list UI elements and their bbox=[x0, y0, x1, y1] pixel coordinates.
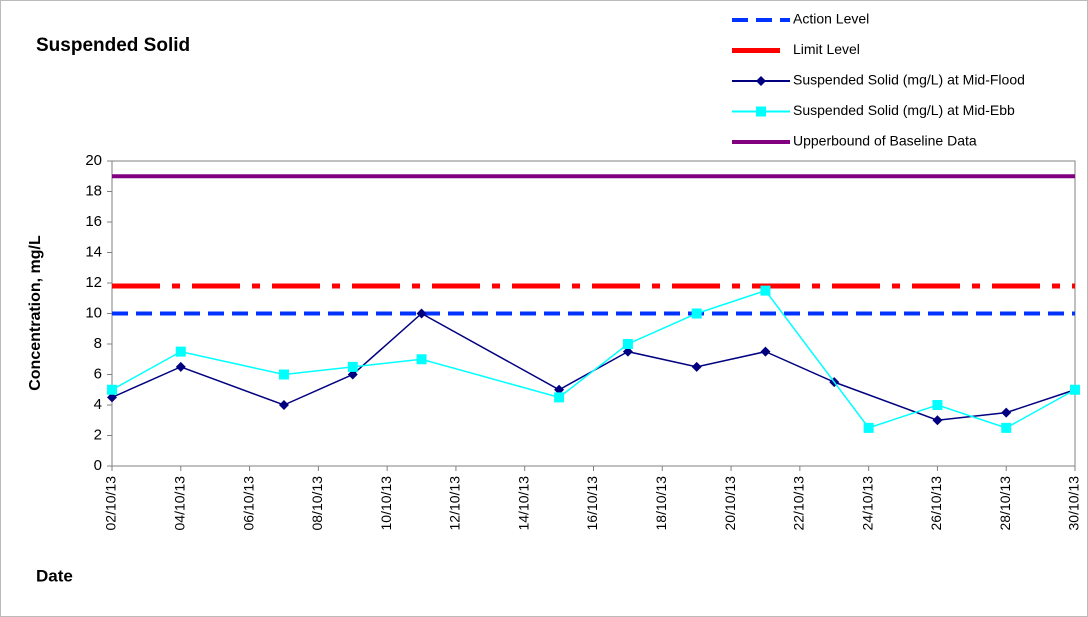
data-point bbox=[554, 392, 565, 403]
legend-label: Suspended Solid (mg/L) at Mid-Ebb bbox=[793, 102, 1015, 118]
data-point bbox=[863, 422, 874, 433]
x-tick-label: 16/10/13 bbox=[584, 476, 600, 531]
x-tick-label: 28/10/13 bbox=[997, 476, 1013, 531]
data-point bbox=[691, 308, 702, 319]
y-tick-label: 12 bbox=[85, 274, 102, 291]
data-point bbox=[278, 369, 289, 380]
x-tick-label: 10/10/13 bbox=[378, 476, 394, 531]
data-point bbox=[1070, 384, 1080, 395]
legend-label: Upperbound of Baseline Data bbox=[793, 133, 977, 149]
data-point bbox=[760, 285, 771, 296]
y-axis-label: Concentration, mg/L bbox=[27, 235, 44, 391]
y-tick-label: 18 bbox=[85, 182, 102, 199]
data-point bbox=[107, 384, 117, 395]
y-tick-label: 8 bbox=[94, 335, 102, 352]
data-point bbox=[347, 361, 358, 372]
y-tick-label: 0 bbox=[94, 457, 102, 474]
legend-marker bbox=[756, 76, 766, 86]
x-tick-label: 14/10/13 bbox=[515, 476, 531, 531]
data-point bbox=[416, 354, 427, 365]
data-point bbox=[932, 400, 943, 410]
chart-title: Suspended Solid bbox=[36, 35, 190, 56]
data-point bbox=[1001, 407, 1012, 418]
data-point bbox=[622, 339, 633, 349]
y-tick-label: 6 bbox=[94, 365, 102, 382]
y-tick-label: 4 bbox=[94, 396, 102, 413]
data-point bbox=[691, 361, 702, 372]
legend-label: Action Level bbox=[793, 11, 869, 27]
data-point bbox=[554, 384, 565, 395]
x-axis-label: Date bbox=[36, 566, 73, 585]
data-point bbox=[347, 369, 358, 380]
y-tick-label: 2 bbox=[94, 426, 102, 443]
x-tick-label: 04/10/13 bbox=[171, 476, 187, 531]
data-point bbox=[416, 308, 427, 319]
data-point bbox=[622, 346, 633, 357]
y-tick-label: 10 bbox=[85, 304, 102, 321]
x-tick-label: 22/10/13 bbox=[791, 476, 807, 531]
x-tick-label: 08/10/13 bbox=[309, 476, 325, 531]
data-point bbox=[932, 415, 943, 426]
legend-label: Limit Level bbox=[793, 41, 860, 57]
data-point bbox=[1001, 422, 1012, 433]
data-point bbox=[278, 400, 289, 410]
legend-label: Suspended Solid (mg/L) at Mid-Flood bbox=[793, 72, 1025, 88]
x-tick-label: 26/10/13 bbox=[928, 476, 944, 531]
data-point bbox=[107, 392, 117, 403]
y-tick-label: 16 bbox=[85, 213, 102, 230]
y-tick-label: 14 bbox=[85, 243, 102, 260]
x-tick-label: 18/10/13 bbox=[653, 476, 669, 531]
x-tick-label: 06/10/13 bbox=[240, 476, 256, 531]
x-tick-label: 20/10/13 bbox=[722, 476, 738, 531]
x-tick-label: 24/10/13 bbox=[859, 476, 875, 531]
data-point bbox=[175, 361, 186, 372]
x-tick-label: 12/10/13 bbox=[447, 476, 463, 531]
x-tick-label: 30/10/13 bbox=[1066, 476, 1082, 531]
data-point bbox=[760, 346, 771, 357]
legend-marker bbox=[756, 106, 766, 117]
x-tick-label: 02/10/13 bbox=[103, 476, 119, 531]
y-tick-label: 20 bbox=[85, 152, 102, 169]
data-point bbox=[175, 346, 186, 357]
